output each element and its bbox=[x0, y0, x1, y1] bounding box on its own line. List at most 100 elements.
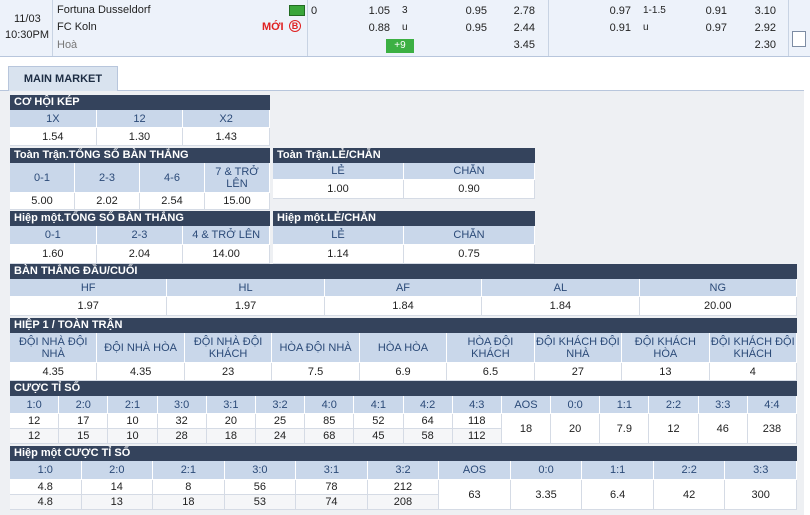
odds-cell[interactable]: 10 bbox=[108, 429, 158, 444]
odds-cell[interactable]: 0.90 bbox=[404, 180, 535, 199]
odds-cell[interactable]: 6.9 bbox=[359, 363, 448, 381]
odds-cell[interactable]: 64 bbox=[403, 414, 453, 429]
odds-cell[interactable]: 14.00 bbox=[183, 245, 270, 264]
odds-cell[interactable]: 1.97 bbox=[167, 297, 325, 316]
odds-cell[interactable]: 1.14 bbox=[273, 245, 404, 264]
odds-cell[interactable]: 0.75 bbox=[404, 245, 535, 264]
odds[interactable]: 0.97 bbox=[609, 5, 631, 17]
column-header: 0-1 bbox=[10, 163, 75, 193]
column-header: 2-3 bbox=[96, 226, 184, 245]
odds-cell[interactable]: 2.04 bbox=[96, 245, 184, 264]
odds-cell[interactable]: 74 bbox=[296, 495, 368, 510]
odds-cell[interactable]: 6.4 bbox=[582, 480, 654, 510]
odds-cell[interactable]: 1.00 bbox=[273, 180, 404, 199]
odds[interactable]: 0.88 bbox=[368, 22, 390, 34]
odds-cell[interactable]: 52 bbox=[354, 414, 404, 429]
odds-cell[interactable]: 13 bbox=[622, 363, 710, 381]
column-header: 12 bbox=[96, 110, 184, 128]
odds-cell[interactable]: 56 bbox=[224, 480, 297, 495]
odds-cell[interactable]: 42 bbox=[653, 480, 726, 510]
odds-cell[interactable]: 118 bbox=[452, 414, 502, 429]
odds-cell[interactable]: 4.8 bbox=[10, 495, 82, 510]
odds[interactable]: 2.44 bbox=[513, 22, 535, 34]
odds-cell[interactable]: 1.30 bbox=[96, 128, 184, 146]
odds-cell[interactable]: 18 bbox=[501, 414, 552, 444]
odds-cell[interactable]: 238 bbox=[747, 414, 797, 444]
column-header: X2 bbox=[183, 110, 270, 128]
more-bets-button[interactable]: +9 bbox=[386, 39, 414, 53]
odds[interactable]: 3.45 bbox=[513, 39, 535, 51]
odds-cell[interactable]: 12 bbox=[10, 429, 60, 444]
odds[interactable]: 0.95 bbox=[465, 22, 487, 34]
odds-cell[interactable]: 17 bbox=[59, 414, 109, 429]
odds-cell[interactable]: 8 bbox=[153, 480, 225, 495]
odds-cell[interactable]: 25 bbox=[255, 414, 306, 429]
odds-cell[interactable]: 7.9 bbox=[600, 414, 650, 444]
odds-cell[interactable]: 23 bbox=[184, 363, 273, 381]
odds[interactable]: 0.97 bbox=[705, 22, 727, 34]
odds[interactable]: 0.91 bbox=[609, 22, 631, 34]
odds-cell[interactable]: 18 bbox=[206, 429, 256, 444]
stats-icon[interactable] bbox=[792, 31, 806, 47]
odds-cell[interactable]: 4.35 bbox=[97, 363, 185, 381]
odds-cell[interactable]: 300 bbox=[725, 480, 797, 510]
odds-cell[interactable]: 2.02 bbox=[75, 193, 140, 210]
odds-cell[interactable]: 53 bbox=[224, 495, 297, 510]
odds-cell[interactable]: 63 bbox=[439, 480, 511, 510]
odds-cell[interactable]: 58 bbox=[403, 429, 453, 444]
live-icon[interactable] bbox=[289, 5, 305, 16]
market-title: Toàn Trận.TỔNG SỐ BÀN THẮNG bbox=[10, 148, 270, 163]
odds-cell[interactable]: 5.00 bbox=[10, 193, 75, 210]
odds-cell[interactable]: 3.35 bbox=[510, 480, 583, 510]
odds-cell[interactable]: 78 bbox=[296, 480, 368, 495]
odds-cell[interactable]: 112 bbox=[452, 429, 502, 444]
column-header: 2:2 bbox=[649, 396, 699, 414]
odds-cell[interactable]: 45 bbox=[354, 429, 404, 444]
odds-cell[interactable]: 212 bbox=[367, 480, 440, 495]
odds[interactable]: 0.91 bbox=[705, 5, 727, 17]
odds-cell[interactable]: 20 bbox=[551, 414, 601, 444]
odds-cell[interactable]: 24 bbox=[255, 429, 306, 444]
column-header: HÒA HÒA bbox=[359, 333, 448, 363]
odds-cell[interactable]: 1.97 bbox=[10, 297, 168, 316]
odds-cell[interactable]: 4.35 bbox=[10, 363, 98, 381]
odds-cell[interactable]: 20.00 bbox=[639, 297, 797, 316]
main-market-tab[interactable]: MAIN MARKET bbox=[8, 66, 118, 91]
odds-cell[interactable]: 12 bbox=[10, 414, 60, 429]
odds-cell[interactable]: 28 bbox=[157, 429, 207, 444]
odds-cell[interactable]: 4 bbox=[709, 363, 797, 381]
odds-cell[interactable]: 20 bbox=[206, 414, 256, 429]
odds[interactable]: 2.30 bbox=[754, 39, 776, 51]
odds-cell[interactable]: 27 bbox=[534, 363, 623, 381]
odds-cell[interactable]: 7.5 bbox=[272, 363, 360, 381]
odds-cell[interactable]: 46 bbox=[698, 414, 748, 444]
odds-cell[interactable]: 4.8 bbox=[10, 480, 82, 495]
odds[interactable]: 3.10 bbox=[754, 5, 776, 17]
odds-cell[interactable]: 15.00 bbox=[205, 193, 270, 210]
odds-cell[interactable]: 32 bbox=[157, 414, 207, 429]
column-header: 4:1 bbox=[354, 396, 404, 414]
column-header: 7 & TRỞ LÊN bbox=[205, 163, 270, 193]
odds-cell[interactable]: 12 bbox=[649, 414, 699, 444]
odds-cell[interactable]: 1.60 bbox=[10, 245, 97, 264]
odds-cell[interactable]: 2.54 bbox=[140, 193, 205, 210]
odds-cell[interactable]: 1.43 bbox=[183, 128, 270, 146]
odds-cell[interactable]: 18 bbox=[153, 495, 225, 510]
odds-cell[interactable]: 208 bbox=[367, 495, 440, 510]
odds-cell[interactable]: 68 bbox=[305, 429, 355, 444]
odds-cell[interactable]: 1.84 bbox=[324, 297, 483, 316]
odds[interactable]: 0.95 bbox=[465, 5, 487, 17]
odds[interactable]: 2.92 bbox=[754, 22, 776, 34]
odds-cell[interactable]: 1.84 bbox=[482, 297, 640, 316]
odds[interactable]: 2.78 bbox=[513, 5, 535, 17]
odds[interactable]: 1.05 bbox=[368, 5, 390, 17]
odds-cell[interactable]: 10 bbox=[108, 414, 158, 429]
odds-cell[interactable]: 85 bbox=[305, 414, 355, 429]
column-header: NG bbox=[639, 279, 797, 297]
odds-cell[interactable]: 15 bbox=[59, 429, 109, 444]
odds-cell[interactable]: 6.5 bbox=[447, 363, 535, 381]
odds-cell[interactable]: 14 bbox=[81, 480, 154, 495]
ou-line: 1-1.5 bbox=[643, 5, 666, 16]
odds-cell[interactable]: 13 bbox=[81, 495, 154, 510]
odds-cell[interactable]: 1.54 bbox=[10, 128, 97, 146]
